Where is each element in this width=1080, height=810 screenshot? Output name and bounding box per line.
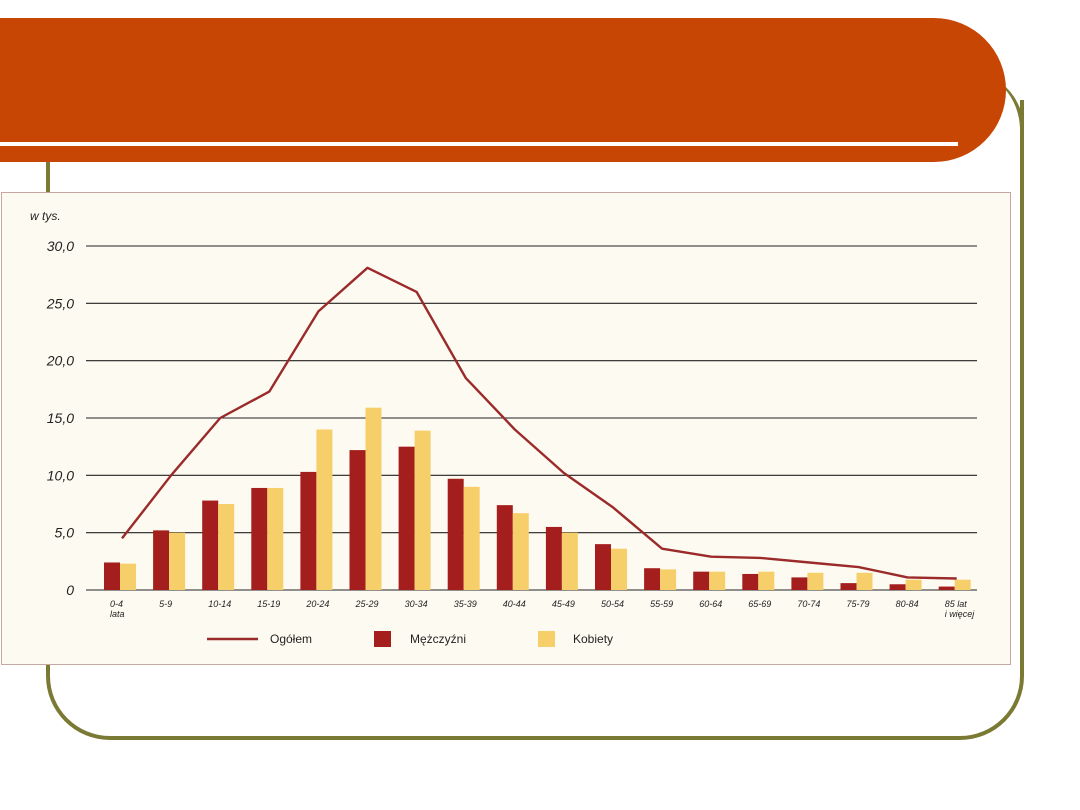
x-tick-label: 5-9 <box>159 599 172 609</box>
bar-women <box>120 563 136 590</box>
y-tick-label: 15,0 <box>47 410 74 426</box>
bar-women <box>660 569 677 590</box>
y-tick-label: 25,0 <box>46 295 74 311</box>
bar-men <box>202 500 219 590</box>
x-tick-label: 0-4 <box>110 599 123 609</box>
bar-women <box>709 571 726 590</box>
y-axis-label: w tys. <box>30 209 61 223</box>
bar-women <box>561 532 578 590</box>
x-tick-label: i więcej <box>945 609 976 619</box>
x-tick-label: 80-84 <box>896 599 919 609</box>
bar-men <box>447 478 464 590</box>
y-tick-label: 0 <box>66 582 74 598</box>
legend-label-kobiety: Kobiety <box>573 632 613 646</box>
bar-women <box>414 430 431 590</box>
bar-men <box>545 526 562 590</box>
legend-swatch-mezczyzni <box>374 631 391 647</box>
x-tick-label: 40-44 <box>503 599 526 609</box>
bar-men <box>496 505 513 590</box>
x-tick-label: 65-69 <box>748 599 771 609</box>
x-tick-label: 35-39 <box>454 599 477 609</box>
bar-women <box>611 548 627 590</box>
x-tick-label: 45-49 <box>552 599 575 609</box>
bar-men <box>398 446 415 590</box>
bar-men <box>104 562 120 590</box>
bar-men <box>889 584 906 590</box>
x-tick-label: 60-64 <box>699 599 722 609</box>
bar-men <box>153 530 170 590</box>
bar-men <box>644 568 661 590</box>
y-tick-label: 20,0 <box>46 353 74 369</box>
bar-women <box>267 487 284 590</box>
title-bar <box>0 18 1006 162</box>
x-tick-label: 15-19 <box>257 599 280 609</box>
bar-women <box>316 429 333 590</box>
x-tick-label: 70-74 <box>797 599 820 609</box>
bar-women <box>365 407 382 590</box>
legend-swatch-kobiety <box>538 631 555 647</box>
y-tick-label: 10,0 <box>47 467 74 483</box>
bar-women <box>807 572 824 590</box>
bar-women <box>954 579 971 590</box>
bar-men <box>791 577 808 590</box>
chart-panel: w tys. 30,0 25,0 20,0 15,0 10,0 5,0 0 0-4 lata 5-9… <box>1 192 1011 665</box>
x-tick-label: 30-34 <box>405 599 428 609</box>
bar-men <box>349 450 366 590</box>
bar-men <box>693 571 710 590</box>
bar-men <box>251 487 268 590</box>
bar-women <box>512 513 529 590</box>
title-rule <box>0 142 958 146</box>
slide-frame-corner <box>960 70 1024 180</box>
bar-men <box>300 471 317 590</box>
bar-women <box>463 486 480 590</box>
bar-men <box>938 586 955 590</box>
bar-men <box>595 544 611 590</box>
legend-label-mezczyzni: Mężczyźni <box>410 632 466 646</box>
x-tick-label: 75-79 <box>847 599 870 609</box>
series-line-ogolem <box>121 266 957 580</box>
bar-women <box>856 572 873 590</box>
bar-women <box>758 571 775 590</box>
x-tick-label: 55-59 <box>650 599 673 609</box>
bar-men <box>840 583 857 590</box>
y-tick-label: 5,0 <box>55 525 75 541</box>
bar-men <box>742 573 759 590</box>
legend-label-ogolem: Ogółem <box>270 632 312 646</box>
x-tick-label: 20-24 <box>305 599 329 609</box>
bar-women <box>169 532 186 590</box>
x-tick-label: 50-54 <box>601 599 624 609</box>
x-tick-label: 10-14 <box>208 599 231 609</box>
x-tick-label: 25-29 <box>355 599 379 609</box>
bar-women <box>905 579 922 590</box>
x-tick-label: 85 lat <box>945 599 968 609</box>
bar-women <box>218 504 235 590</box>
y-tick-label: 30,0 <box>47 238 74 254</box>
x-tick-label: lata <box>110 609 125 619</box>
